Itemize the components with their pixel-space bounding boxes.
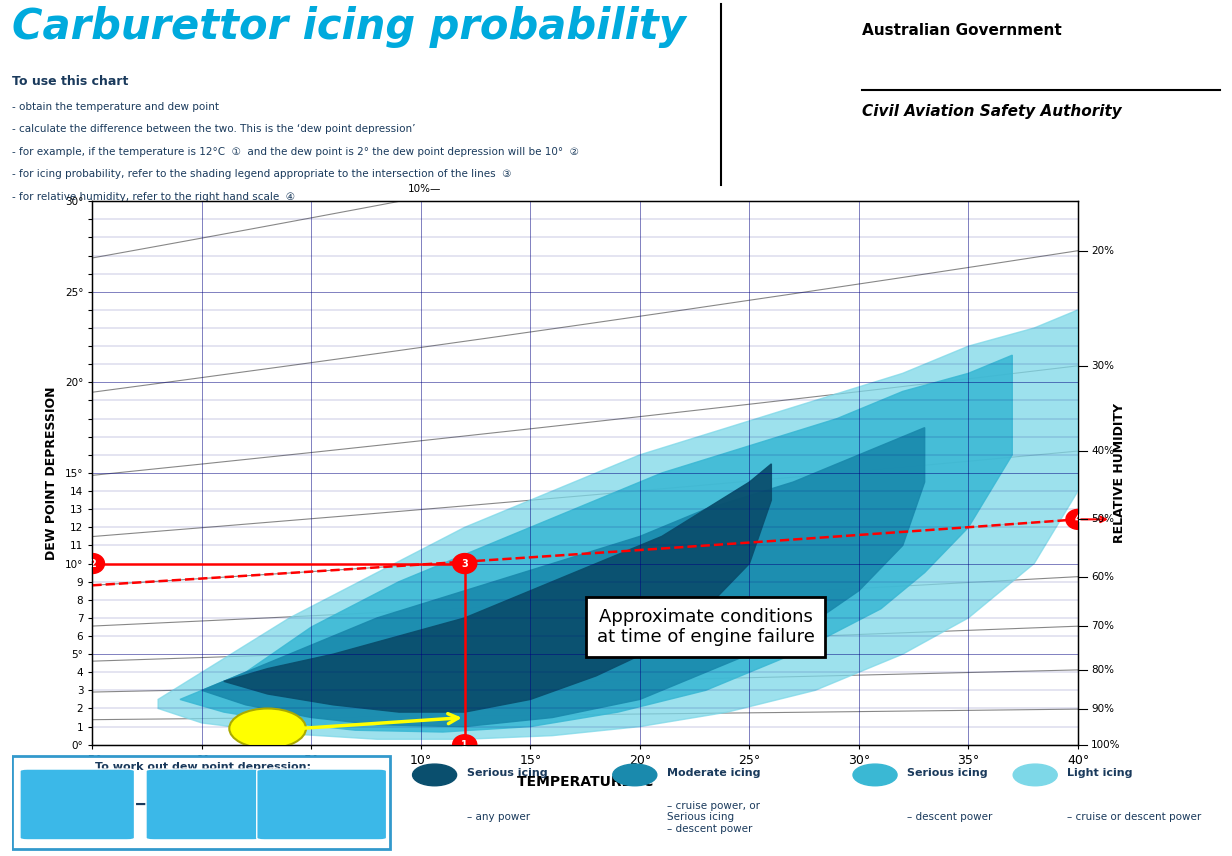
Polygon shape — [224, 464, 771, 712]
Text: To use this chart: To use this chart — [12, 75, 128, 88]
Text: - for icing probability, refer to the shading legend appropriate to the intersec: - for icing probability, refer to the sh… — [12, 169, 511, 180]
Text: Civil Aviation Safety Authority: Civil Aviation Safety Authority — [862, 104, 1122, 119]
Polygon shape — [158, 310, 1078, 740]
Text: 80%: 80% — [1092, 665, 1114, 675]
Ellipse shape — [413, 764, 457, 786]
Ellipse shape — [853, 764, 897, 786]
Text: 3: 3 — [461, 558, 468, 568]
Circle shape — [452, 554, 477, 574]
Text: dew point: dew point — [174, 800, 233, 810]
Text: Australian Government: Australian Government — [862, 22, 1062, 38]
Text: To work out dew point depression:: To work out dew point depression: — [95, 762, 312, 772]
Text: 20%: 20% — [1092, 246, 1114, 256]
Text: 40%: 40% — [1092, 446, 1114, 456]
FancyBboxPatch shape — [145, 769, 261, 840]
Text: 30%: 30% — [1092, 360, 1114, 371]
Text: Carburettor icing probability: Carburettor icing probability — [12, 6, 686, 48]
Text: - for relative humidity, refer to the right hand scale  ④: - for relative humidity, refer to the ri… — [12, 192, 296, 202]
FancyBboxPatch shape — [256, 769, 387, 840]
Text: 100%: 100% — [1092, 740, 1121, 750]
Text: Approximate conditions
at time of engine failure: Approximate conditions at time of engine… — [596, 608, 814, 646]
Text: 60%: 60% — [1092, 572, 1114, 582]
Text: =: = — [249, 795, 265, 814]
Text: Serious icing: Serious icing — [907, 768, 988, 778]
Text: 4: 4 — [1074, 514, 1082, 525]
Text: – descent power: – descent power — [907, 812, 993, 823]
FancyBboxPatch shape — [20, 769, 134, 840]
Ellipse shape — [612, 764, 657, 786]
Text: Light icing: Light icing — [1067, 768, 1132, 778]
Text: - calculate the difference between the two. This is the ‘dew point depression’: - calculate the difference between the t… — [12, 124, 416, 134]
Text: – cruise or descent power: – cruise or descent power — [1067, 812, 1201, 823]
Polygon shape — [202, 428, 925, 727]
FancyBboxPatch shape — [12, 756, 391, 849]
X-axis label: TEMPERATURE °C: TEMPERATURE °C — [517, 775, 653, 789]
Text: temperature: temperature — [39, 800, 115, 810]
Text: 50%: 50% — [1092, 514, 1114, 525]
Ellipse shape — [1013, 764, 1057, 786]
Circle shape — [452, 734, 477, 755]
Y-axis label: DEW POINT DEPRESSION: DEW POINT DEPRESSION — [44, 386, 58, 560]
Circle shape — [80, 554, 105, 574]
Text: −: − — [134, 795, 150, 814]
Text: – cruise power, or
Serious icing
– descent power: – cruise power, or Serious icing – desce… — [667, 800, 760, 834]
Text: 2: 2 — [89, 558, 96, 568]
Text: – any power: – any power — [467, 812, 530, 823]
Polygon shape — [180, 355, 1013, 732]
Text: 10%—: 10%— — [408, 184, 442, 194]
Text: - obtain the temperature and dew point: - obtain the temperature and dew point — [12, 102, 219, 111]
Ellipse shape — [229, 709, 306, 748]
Text: Moderate icing: Moderate icing — [667, 768, 760, 778]
Text: 1: 1 — [461, 740, 468, 750]
Text: 90%: 90% — [1092, 704, 1114, 714]
Text: 70%: 70% — [1092, 621, 1114, 631]
Y-axis label: RELATIVE HUMIDITY: RELATIVE HUMIDITY — [1112, 403, 1126, 543]
Text: dew point
depression: dew point depression — [290, 794, 354, 815]
Circle shape — [1066, 509, 1090, 529]
Text: - for example, if the temperature is 12°C  ①  and the dew point is 2° the dew po: - for example, if the temperature is 12°… — [12, 147, 579, 157]
Text: Serious icing: Serious icing — [467, 768, 547, 778]
